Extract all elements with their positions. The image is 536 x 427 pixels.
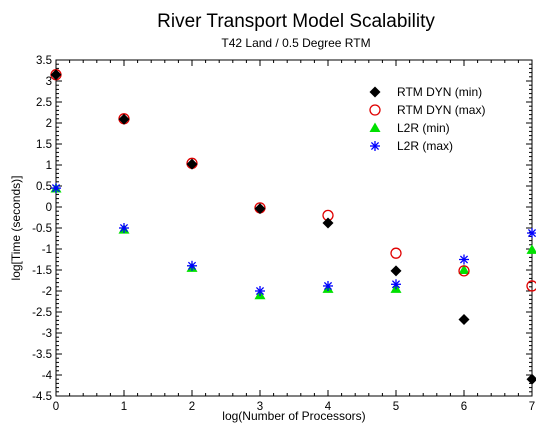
legend-label: L2R (min) xyxy=(397,121,450,135)
x-tick-label: 3 xyxy=(257,401,263,413)
x-tick-label: 5 xyxy=(393,401,399,413)
y-axis-label: log[Time (seconds)] xyxy=(9,176,23,281)
asterisk-stroke xyxy=(119,223,129,233)
asterisk-stroke xyxy=(370,141,380,151)
y-tick-label: -1 xyxy=(42,244,52,256)
y-tick-label: -2 xyxy=(42,286,52,298)
asterisk-stroke xyxy=(323,281,333,291)
data-point xyxy=(527,228,536,239)
data-point xyxy=(187,260,197,271)
y-tick-label: 2 xyxy=(46,118,52,130)
y-tick-label: 1.5 xyxy=(36,139,52,151)
legend-marker xyxy=(370,141,380,151)
data-point xyxy=(118,113,130,125)
y-tick-label: -3 xyxy=(42,328,52,340)
y-tick-label: -0.5 xyxy=(32,223,52,235)
y-tick-label: -2.5 xyxy=(32,307,52,319)
data-point xyxy=(255,286,265,296)
series-l2r-max xyxy=(51,183,536,296)
data-point xyxy=(391,279,401,290)
y-tick-label: -1.5 xyxy=(32,265,52,277)
legend-label: L2R (max) xyxy=(397,139,453,153)
data-point xyxy=(526,280,536,292)
data-point xyxy=(322,217,334,229)
data-point xyxy=(390,265,402,277)
legend: RTM DYN (min) RTM DYN (max) L2R (min) L2R (… xyxy=(369,85,485,153)
asterisk-stroke xyxy=(51,184,61,193)
x-tick-label: 0 xyxy=(53,401,59,413)
asterisk-stroke xyxy=(527,228,536,238)
data-point xyxy=(390,247,402,259)
legend-marker xyxy=(369,86,381,98)
y-tick-label: 0 xyxy=(46,202,52,214)
legend-marker xyxy=(369,122,381,132)
y-tick-label: 2.5 xyxy=(36,97,52,109)
data-point xyxy=(51,183,61,194)
data-point xyxy=(458,314,470,326)
chart-subtitle: T42 Land / 0.5 Degree RTM xyxy=(221,36,370,50)
x-tick-label: 6 xyxy=(461,401,467,413)
data-point xyxy=(458,265,470,277)
data-point xyxy=(526,373,536,385)
x-axis-label: log(Number of Processors) xyxy=(222,409,365,423)
y-tick-label: 1 xyxy=(46,160,52,172)
series-rtm-dyn-min xyxy=(50,69,536,385)
asterisk-stroke xyxy=(255,286,265,296)
y-tick-label: -3.5 xyxy=(32,349,52,361)
data-point xyxy=(254,203,266,215)
asterisk-stroke xyxy=(459,255,469,264)
data-point xyxy=(186,158,198,170)
x-tick-label: 2 xyxy=(189,401,195,413)
y-tick-label: -4 xyxy=(42,370,53,382)
x-tick-label: 1 xyxy=(121,401,127,413)
y-tick-label: 3 xyxy=(46,76,52,88)
data-point xyxy=(459,254,469,265)
x-tick-label: 4 xyxy=(325,401,332,413)
data-point xyxy=(119,223,129,233)
y-tick-label: 3.5 xyxy=(36,55,52,67)
x-tick-label: 7 xyxy=(529,401,535,413)
asterisk-stroke xyxy=(391,280,401,289)
legend-marker xyxy=(369,104,381,116)
y-tick-labels: 3.5 3 2.5 2 1.5 1 0.5 0 -0.5 -1 -1.5 -2 -2.5 -3 -3.5 -4… xyxy=(32,55,52,403)
data-point xyxy=(50,69,62,81)
data-point xyxy=(458,264,470,274)
data-point xyxy=(526,244,536,254)
series-l2r-min xyxy=(50,183,536,300)
data-point xyxy=(323,280,333,291)
legend-label: RTM DYN (max) xyxy=(397,103,485,117)
x-tick-labels: 0 1 2 3 4 5 6 7 xyxy=(53,401,535,413)
y-tick-label: 0.5 xyxy=(36,181,52,193)
asterisk-stroke xyxy=(187,261,197,270)
data-points xyxy=(50,69,536,385)
legend-label: RTM DYN (min) xyxy=(397,85,482,99)
y-tick-label: -4.5 xyxy=(32,391,52,403)
chart-title: River Transport Model Scalability xyxy=(157,11,435,32)
